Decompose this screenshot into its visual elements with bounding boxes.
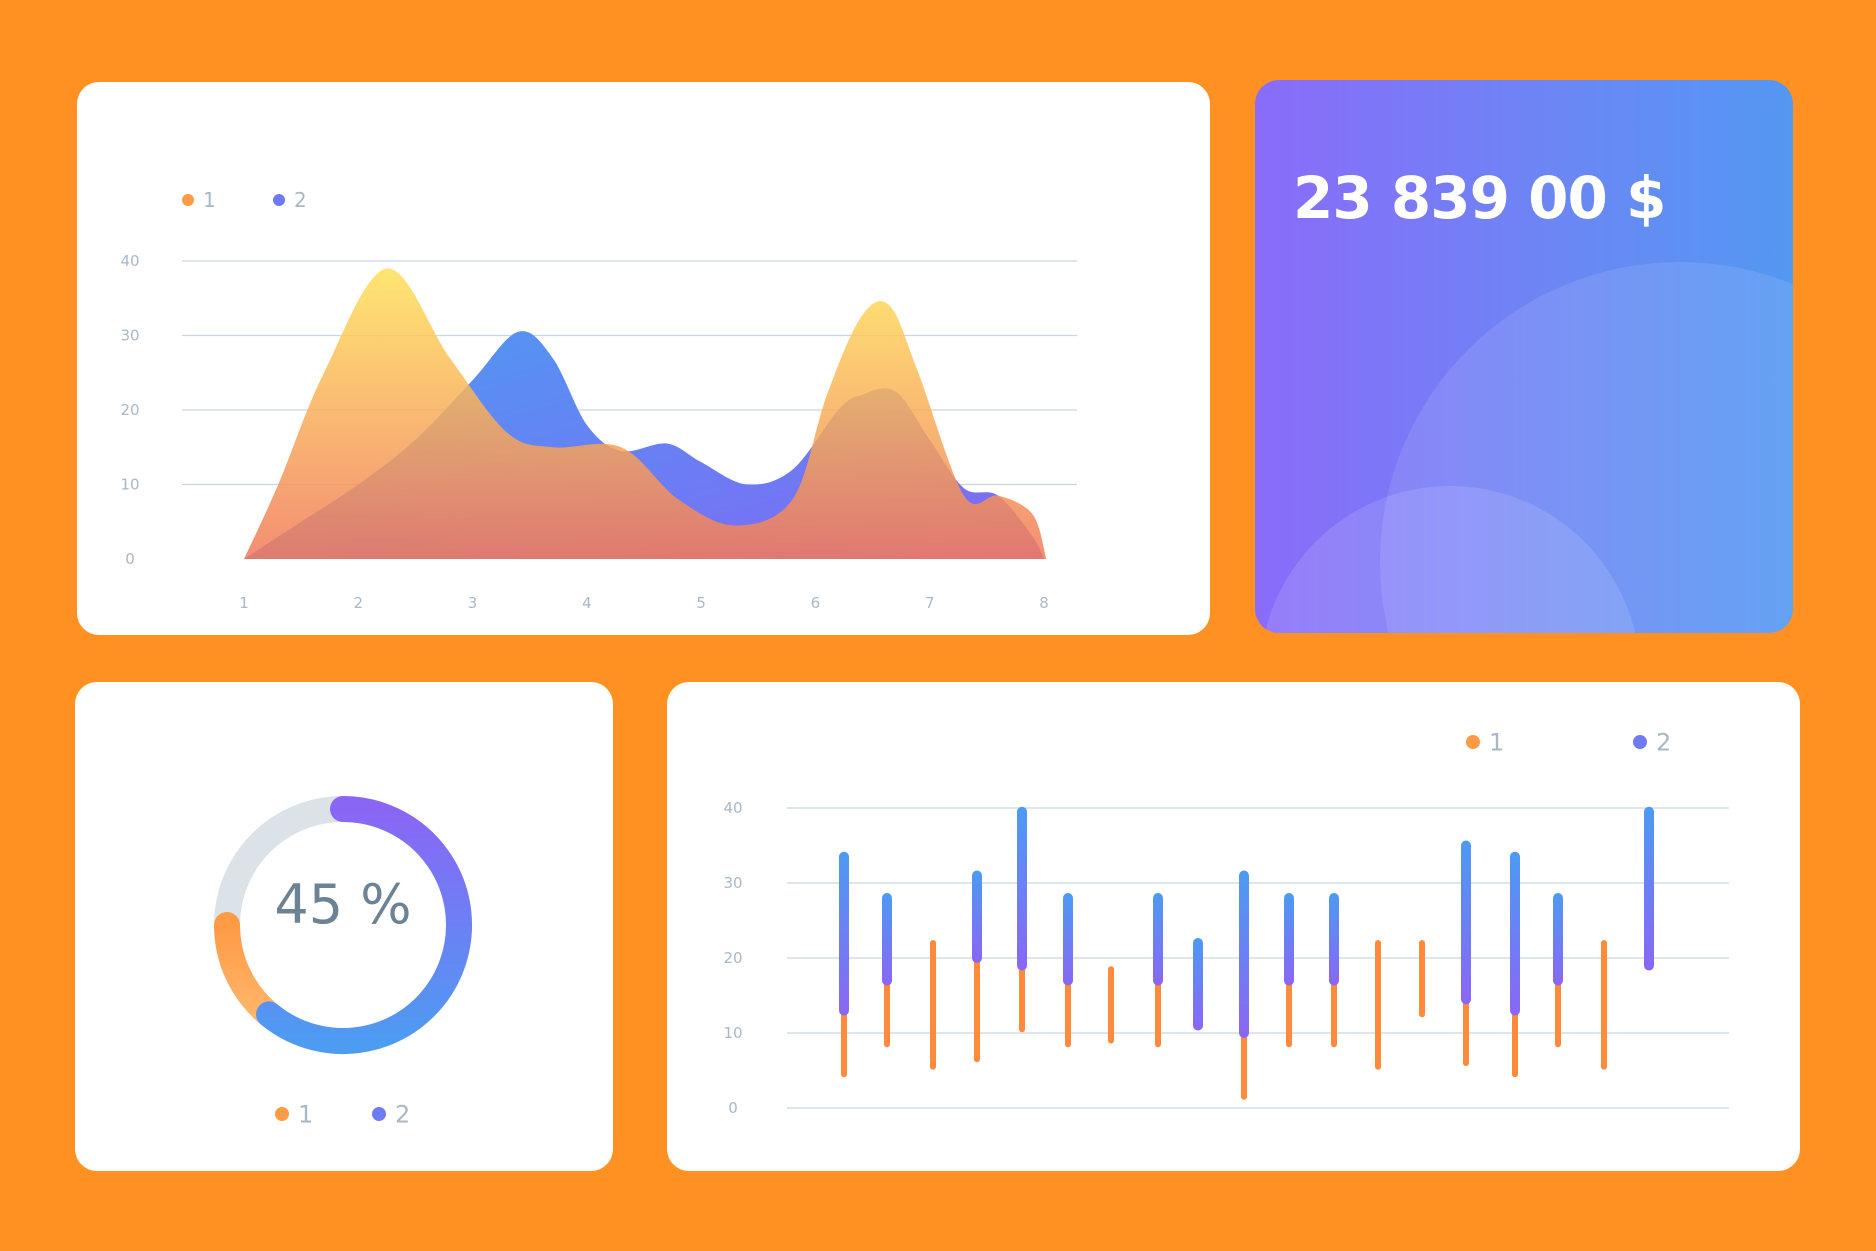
bars-ytick-0: 0 xyxy=(728,1099,738,1117)
bar-series-2-8 xyxy=(1153,893,1163,986)
bars-ytick-20: 20 xyxy=(723,949,742,967)
area-xtick-7: 7 xyxy=(925,594,935,612)
bar-series-2-10 xyxy=(1239,870,1249,1038)
bar-series-2-4 xyxy=(972,870,982,963)
donut-arc-2 xyxy=(256,796,472,1054)
bar-series-2-16 xyxy=(1510,851,1520,1016)
bars-legend-label-2: 2 xyxy=(1656,729,1671,757)
area-legend-label-2: 2 xyxy=(294,188,307,212)
area-ytick-0: 0 xyxy=(125,550,135,568)
bar-series-2-19 xyxy=(1644,806,1654,971)
bar-series-2-11 xyxy=(1284,893,1294,986)
area-series-1 xyxy=(244,268,1047,559)
bar-series-2-6 xyxy=(1063,893,1073,986)
donut-legend-dot-2 xyxy=(372,1107,386,1121)
bar-series-2-5 xyxy=(1017,806,1027,971)
area-xtick-6: 6 xyxy=(811,594,821,612)
donut-percent-label: 45 % xyxy=(274,873,411,936)
bars-legend-label-1: 1 xyxy=(1489,729,1504,757)
total-amount: 23 839 00 $ xyxy=(1293,164,1666,232)
donut-legend-label-2: 2 xyxy=(395,1101,410,1129)
area-ytick-40: 40 xyxy=(120,252,139,270)
area-chart: 0 10 20 30 40 1 2 3 4 5 6 7 8 1 2 xyxy=(120,188,1077,612)
area-xtick-4: 4 xyxy=(582,594,592,612)
bar-series-2-9 xyxy=(1193,938,1203,1031)
bars-ytick-40: 40 xyxy=(723,799,742,817)
area-ytick-10: 10 xyxy=(120,476,139,494)
donut-chart-card: 45 % 1 2 xyxy=(75,682,613,1171)
bar-chart-card: 0 10 20 30 40 1 2 xyxy=(667,682,1800,1171)
bars-legend-dot-2 xyxy=(1633,735,1647,749)
area-xtick-5: 5 xyxy=(696,594,706,612)
donut-legend-dot-1 xyxy=(275,1107,289,1121)
donut-arc-1 xyxy=(214,912,283,1028)
area-xtick-2: 2 xyxy=(354,594,364,612)
area-ytick-30: 30 xyxy=(120,327,139,345)
area-xtick-1: 1 xyxy=(239,594,249,612)
bars-ytick-30: 30 xyxy=(723,874,742,892)
area-legend-dot-2 xyxy=(273,194,285,206)
area-chart-card: 0 10 20 30 40 1 2 3 4 5 6 7 8 1 2 xyxy=(77,82,1210,635)
donut-legend-label-1: 1 xyxy=(298,1101,313,1129)
bar-series-2-1 xyxy=(839,851,849,1016)
donut-chart: 45 % 1 2 xyxy=(214,796,472,1129)
bar-series-2-12 xyxy=(1329,893,1339,986)
total-value-card: 23 839 00 $ xyxy=(1255,80,1793,633)
area-xtick-8: 8 xyxy=(1039,594,1049,612)
bars-legend-dot-1 xyxy=(1466,735,1480,749)
bar-series-2-15 xyxy=(1461,840,1471,1005)
bar-series-2-17 xyxy=(1553,893,1563,986)
range-bar-chart: 0 10 20 30 40 1 2 xyxy=(723,729,1729,1117)
bar-series-2-2 xyxy=(882,893,892,986)
bars-ytick-10: 10 xyxy=(723,1024,742,1042)
area-legend-dot-1 xyxy=(182,194,194,206)
area-xtick-3: 3 xyxy=(468,594,478,612)
area-legend-label-1: 1 xyxy=(203,188,216,212)
area-ytick-20: 20 xyxy=(120,401,139,419)
